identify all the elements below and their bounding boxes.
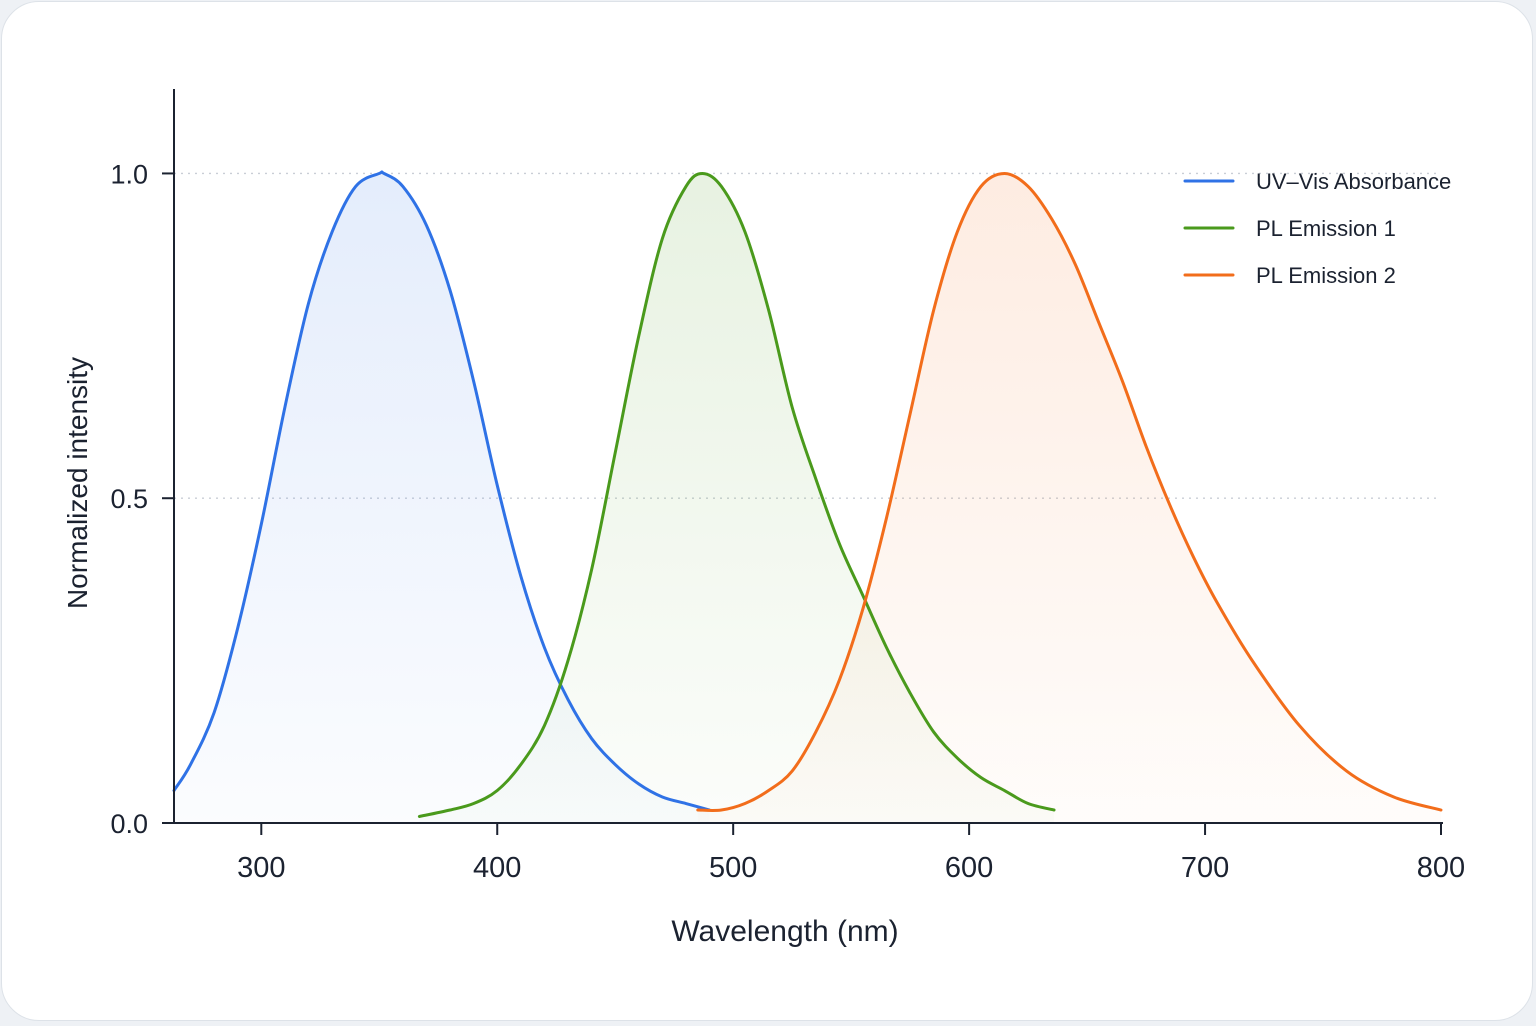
legend-item-uv-vis-absorbance: UV–Vis Absorbance [1183,169,1451,194]
x-tick-label-500: 500 [709,852,757,884]
area-fill-uv-vis-absorbance [174,171,710,823]
series-line-uv-vis-absorbance [172,170,712,812]
y-tick-label-0-0: 0.0 [110,809,148,839]
area-fill-pl-emission-2 [697,173,1441,823]
series-line-pl-emission-2 [696,171,1443,812]
x-tick-label-700: 700 [1181,852,1229,884]
series-line-pl-emission-1 [417,171,1056,818]
y-tick-label-0-5: 0.5 [110,484,148,514]
axes [173,89,1443,824]
legend-label-pl-emission-1: PL Emission 1 [1256,216,1396,241]
x-tick-label-400: 400 [473,852,521,884]
legend-label-pl-emission-2: PL Emission 2 [1256,263,1396,288]
y-axis-title: Normalized intensity [62,357,93,609]
x-axis-title: Wavelength (nm) [671,915,898,948]
x-tick-label-800: 800 [1417,852,1465,884]
x-tick-label-300: 300 [237,852,285,884]
legend-label-uv-vis-absorbance: UV–Vis Absorbance [1256,169,1451,194]
legend-item-pl-emission-1: PL Emission 1 [1183,216,1396,241]
legend: UV–Vis Absorbance PL Emission 1 PL Emissio… [1183,169,1451,288]
y-tick-label-1-0: 1.0 [110,159,148,189]
legend-item-pl-emission-2: PL Emission 2 [1183,263,1396,288]
x-tick-label-600: 600 [945,852,993,884]
series-lines [172,170,1443,818]
area-fill-pl-emission-1 [419,173,1055,823]
area-fills [174,171,1441,823]
ticks: 300 400 500 600 700 800 0.0 0.5 1.0 [110,159,1465,884]
